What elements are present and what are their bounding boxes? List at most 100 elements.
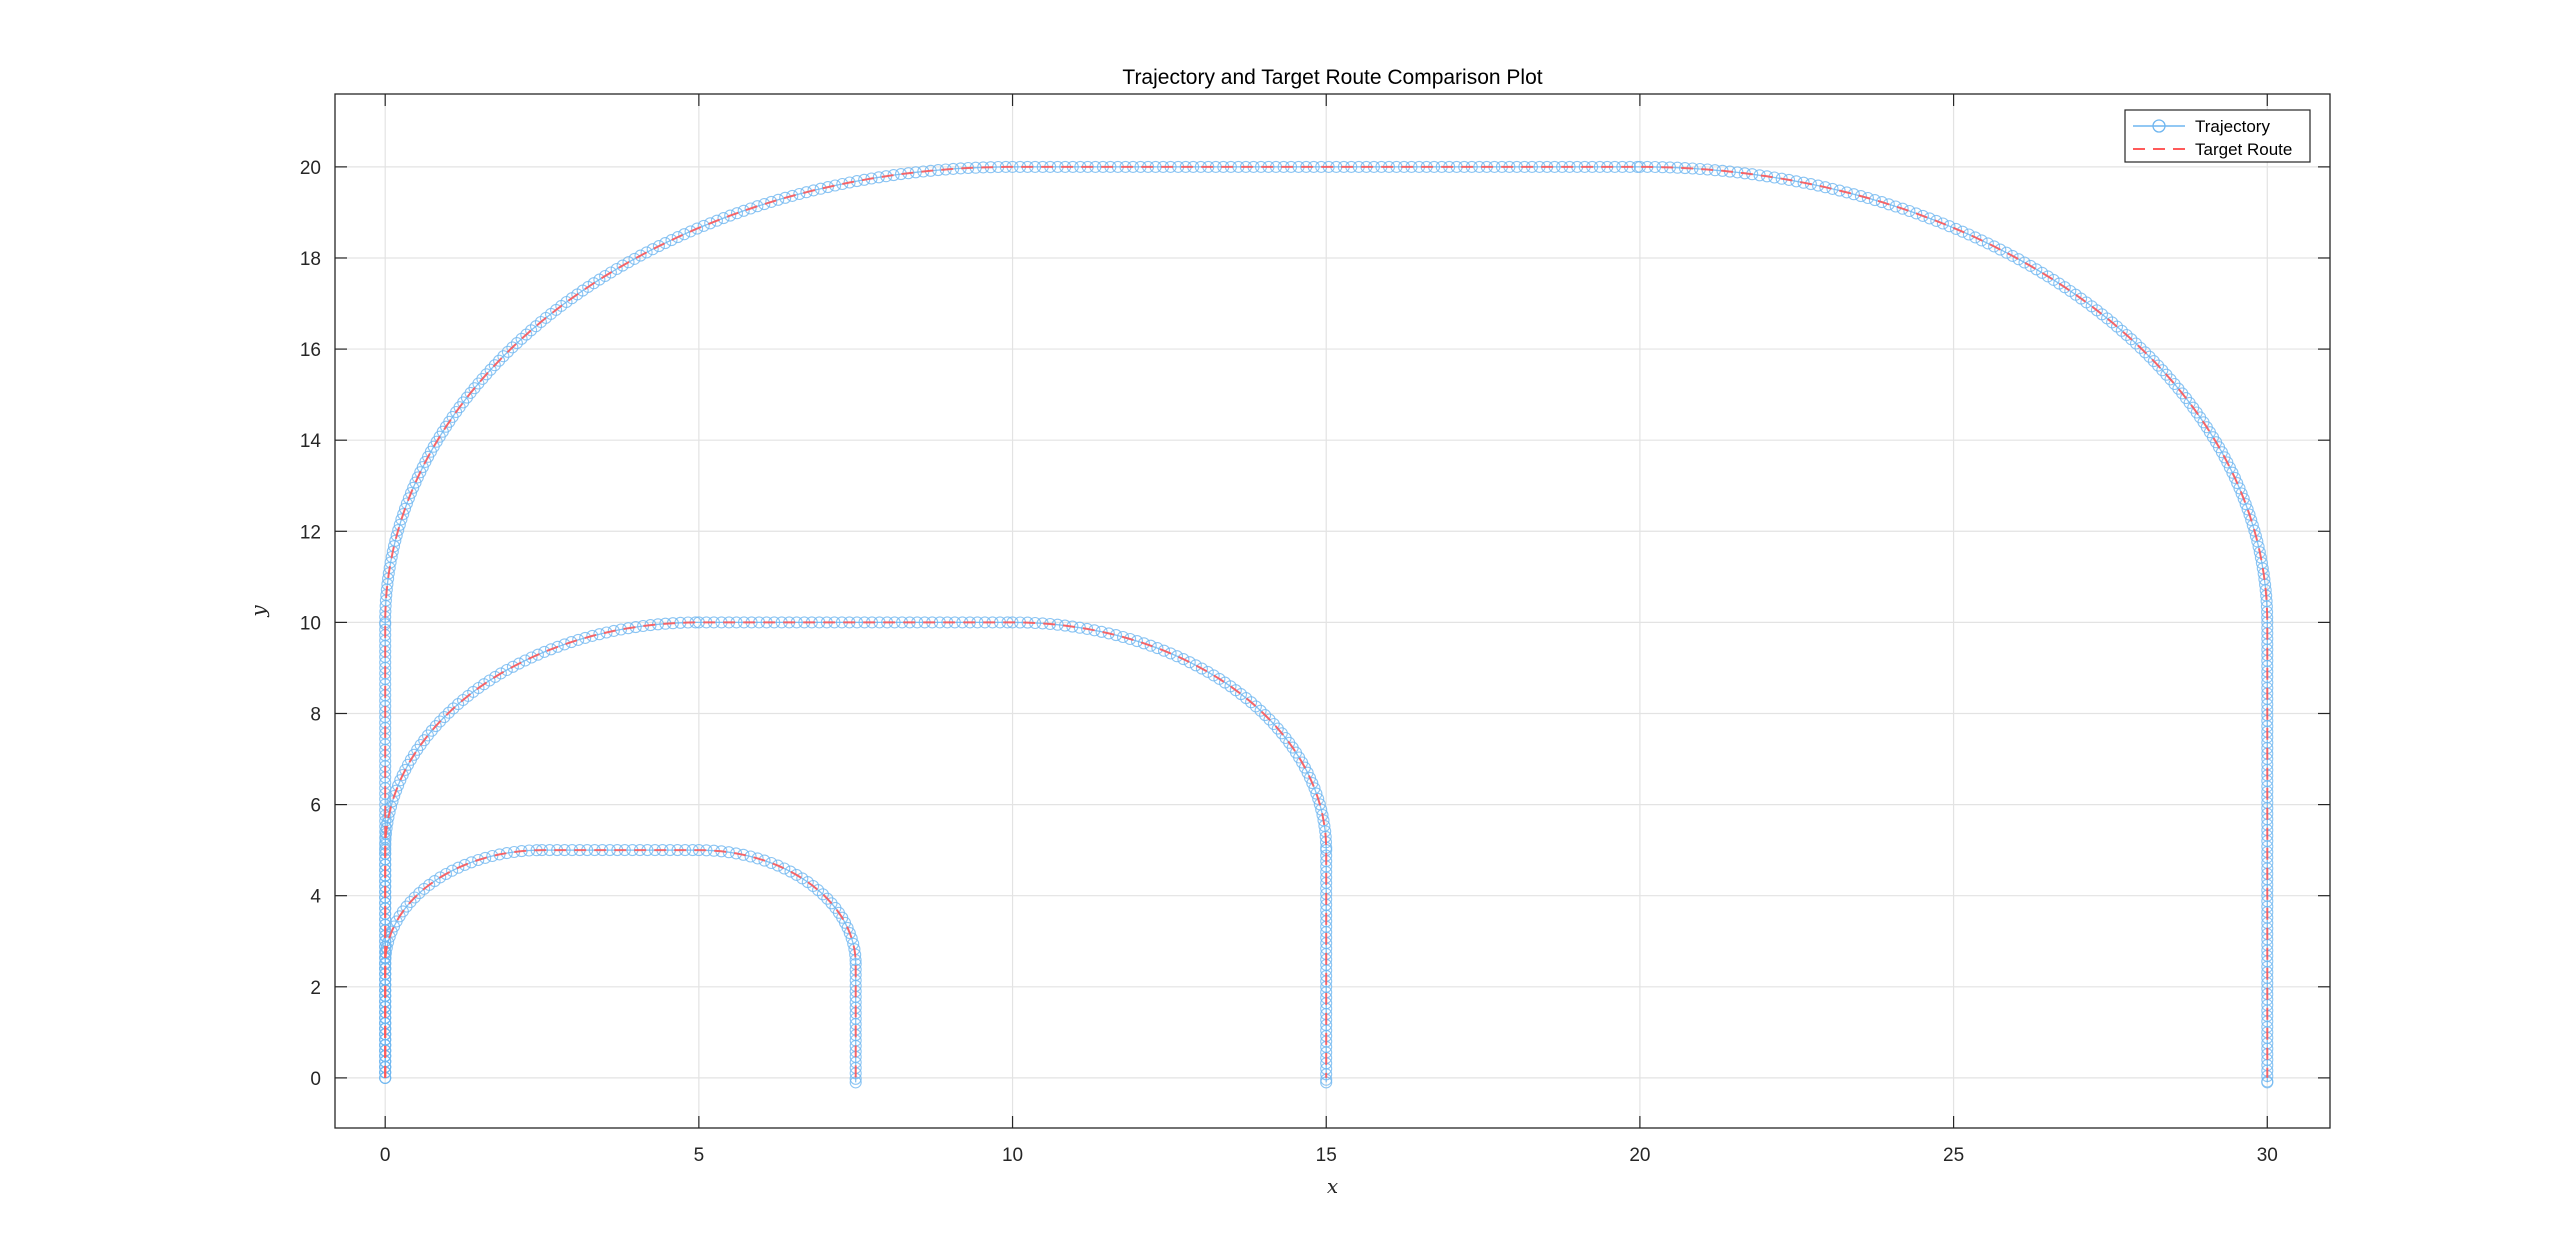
trajectory-marker [1308,782,1321,795]
trajectory-marker [1271,722,1284,735]
trajectory-marker [458,858,471,871]
trajectory-marker [1109,629,1123,642]
x-axis-label: x [1327,1174,1338,1198]
trajectory-marker [758,198,771,211]
trajectory-marker [393,518,406,531]
y-tick-label: 16 [300,340,321,361]
y-tick-label: 6 [310,796,321,817]
trajectory-marker [2134,341,2147,354]
trajectory-marker [1254,704,1267,717]
trajectory-marker [472,377,485,390]
trajectory-marker [607,624,620,637]
trajectory-marker [1969,231,1982,244]
trajectory-marker [1183,656,1196,669]
trajectory-marker [1819,181,1832,194]
chart-title: Trajectory and Target Route Comparison P… [1122,66,1542,89]
trajectory-marker [599,269,612,283]
trajectory-marker [616,259,629,272]
trajectory-marker [1826,182,1839,195]
trajectory-marker [407,481,420,494]
trajectory-marker [1861,191,1874,205]
trajectory-marker [439,867,453,881]
trajectory-marker [1889,200,1902,213]
trajectory-marker [1306,777,1319,790]
x-tick-label: 20 [1629,1145,1650,1166]
trajectory-marker [704,217,717,230]
x-tick-label: 10 [1002,1145,1023,1166]
trajectory-marker [1804,178,1817,191]
trajectory-marker [2164,373,2177,386]
trajectory-marker [519,654,532,667]
trajectory-marker [402,492,415,505]
trajectory-marker [493,354,506,367]
trajectory-marker [1095,625,1108,638]
trajectory-marker [730,207,744,220]
trajectory-marker [744,850,757,863]
y-tick-label: 8 [310,704,321,725]
trajectory-marker [2231,477,2244,490]
trajectory-marker [778,862,791,875]
x-tick-label: 15 [1316,1145,1337,1166]
trajectory-marker [434,871,447,884]
trajectory-marker [765,856,778,870]
trajectory-marker [628,252,641,265]
axis-ticks: 0 5 10 15 20 25 30 0 2 4 6 8 10 12 14 16 18 20 [300,94,2330,1166]
trajectory-marker [1812,179,1825,192]
trajectory-marker [425,724,438,737]
trajectory-marker [816,888,829,901]
trajectory-marker [2233,482,2246,495]
trajectory-marker [1081,622,1094,635]
trajectory-marker [465,856,478,869]
trajectory-marker [510,337,523,350]
trajectory-marker [1164,647,1177,660]
trajectory-marker [500,663,513,677]
target-route-line [384,165,2269,1078]
trajectory-marker [390,529,403,542]
trajectory-marker [841,921,854,934]
trajectory-marker [1975,234,1988,247]
y-tick-label: 12 [300,522,321,543]
trajectory-marker [1916,209,1929,222]
trajectory-marker [2156,364,2169,377]
trajectory-marker [442,706,455,719]
trajectory-marker [2139,346,2152,359]
trajectory-marker [1833,184,1846,197]
trajectory-marker [400,900,413,913]
target-route-line [384,849,857,1078]
y-tick-label: 2 [310,978,321,999]
trajectory-marker [1259,709,1272,722]
trajectory-marker [724,209,737,222]
trajectory-marker [1189,659,1202,672]
trajectory-marker [697,219,710,232]
trajectory-marker [652,240,665,253]
trajectory-marker [825,897,838,910]
trajectory-marker [814,182,827,195]
target-route-series [384,165,2269,1078]
legend-box [2124,109,2311,163]
plot-area [335,94,2330,1128]
trajectory-marker [2246,519,2259,532]
trajectory-marker [1936,217,1949,230]
trajectory-marker [565,636,578,649]
trajectory-marker [793,187,806,201]
trajectory-marker [1310,787,1323,800]
trajectory-marker [604,266,617,279]
trajectory-marker [2000,246,2013,259]
trajectory-marker [1263,713,1276,726]
trajectory-marker [622,256,635,269]
trajectory-marker [520,328,533,341]
trajectory-marker [1151,642,1164,655]
trajectory-marker [1102,627,1115,640]
trajectory-marker [472,853,485,867]
trajectory-marker [1124,632,1137,646]
y-tick-label: 18 [300,249,321,270]
plot-frame [334,93,2331,1129]
trajectory-marker [1903,204,1916,218]
trajectory-marker [2239,498,2252,511]
trajectory-marker [730,847,743,860]
trajectory-marker [484,363,497,376]
trajectory-marker [1790,175,1803,188]
trajectory-marker [800,186,813,199]
trajectory-marker [1320,1068,1333,1081]
trajectory-marker [1949,222,1963,235]
